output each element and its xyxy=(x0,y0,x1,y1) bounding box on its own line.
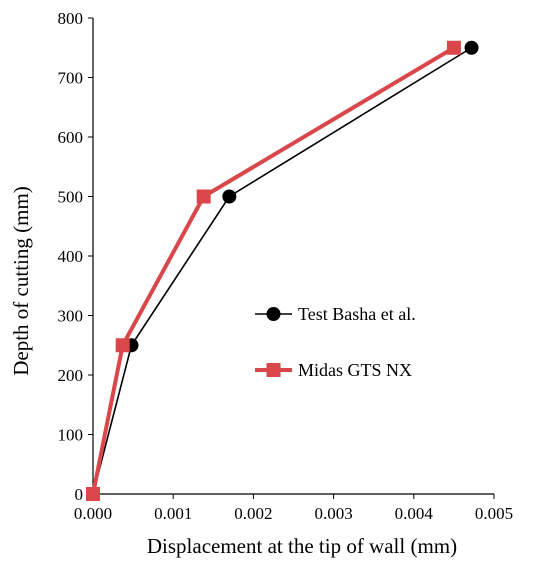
legend-item: Midas GTS NX xyxy=(255,360,412,380)
legend-marker xyxy=(266,363,281,377)
data-point xyxy=(86,487,100,501)
y-tick-label: 0 xyxy=(75,485,84,504)
x-axis-title: Displacement at the tip of wall (mm) xyxy=(147,534,457,558)
data-point xyxy=(222,189,237,204)
y-tick-label: 600 xyxy=(58,128,84,147)
data-point xyxy=(446,40,461,55)
x-tick-label: 0.002 xyxy=(234,504,272,523)
x-tick-label: 0.004 xyxy=(395,504,434,523)
legend-item: Test Basha et al. xyxy=(255,304,416,324)
axes: 0 100 200 300 400 500 600 700 800 0.000 0.001 0.002… xyxy=(58,9,514,523)
y-tick-label: 700 xyxy=(58,69,84,88)
y-tick-label: 800 xyxy=(58,9,84,28)
series-1 xyxy=(86,40,479,501)
series-layer xyxy=(86,40,479,501)
x-tick-label: 0.005 xyxy=(475,504,513,523)
y-axis-title: Depth of cutting (mm) xyxy=(9,186,33,376)
series-line xyxy=(92,47,472,495)
data-point xyxy=(115,338,130,353)
y-tick-label: 200 xyxy=(58,366,84,385)
y-tick-label: 300 xyxy=(58,307,84,326)
data-point xyxy=(464,40,479,55)
legend-marker xyxy=(266,307,281,321)
y-tick-label: 500 xyxy=(58,188,84,207)
y-tick-label: 100 xyxy=(58,426,84,445)
legend-label: Test Basha et al. xyxy=(298,304,416,324)
x-tick-label: 0.000 xyxy=(74,504,112,523)
data-point xyxy=(196,189,211,204)
legend: Test Basha et al. Midas GTS NX xyxy=(255,304,416,380)
y-tick-label: 400 xyxy=(58,247,84,266)
legend-label: Midas GTS NX xyxy=(298,360,412,380)
x-tick-label: 0.001 xyxy=(154,504,192,523)
series-2 xyxy=(86,40,461,501)
series-line xyxy=(91,46,455,495)
x-tick-label: 0.003 xyxy=(314,504,352,523)
